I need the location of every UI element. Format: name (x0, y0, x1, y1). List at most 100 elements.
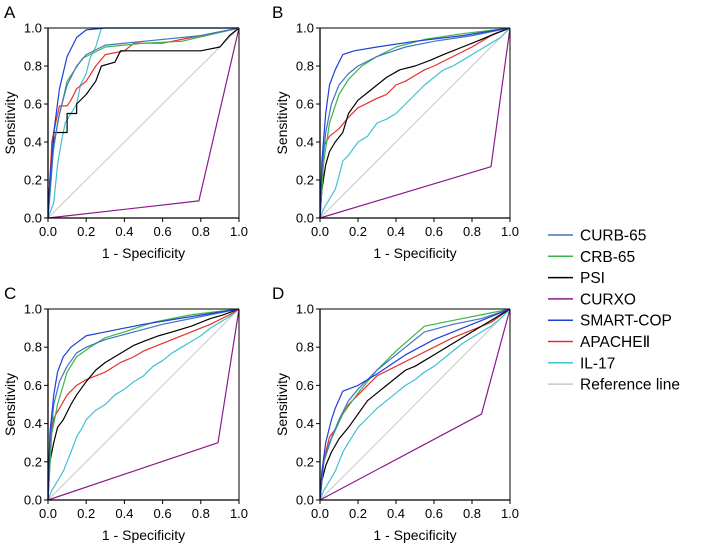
legend-item-smartcop: SMART-COP (548, 313, 672, 330)
x-tick-label: 0.4 (115, 224, 133, 239)
roc-curve-smartcop (47, 308, 240, 501)
roc-curve-curxo (319, 308, 511, 501)
roc-curve-il17 (319, 27, 511, 219)
x-tick-label: 1.0 (501, 506, 519, 521)
roc-curve-il17 (47, 308, 240, 501)
roc-curve-smartcop (47, 27, 239, 219)
roc-curve-il17 (319, 308, 511, 501)
y-tick-label: 0.0 (296, 211, 314, 226)
roc-panel-d: D 0.0 0.2 0.4 0.6 0.8 1.0 0.0 0.2 0.4 0.6 0.8 1.0 1 -… (272, 284, 519, 543)
roc-panel-b: B 0.0 0.2 0.4 0.6 0.8 1.0 0.0 0.2 0.4 0.6 0.8 1.0 1 -… (272, 3, 519, 261)
legend-item-curb65: CURB-65 (548, 228, 646, 245)
y-tick-label: 1.0 (24, 21, 42, 36)
x-tick-label: 0.4 (387, 506, 405, 521)
roc-panel-c: C 0.0 0.2 0.4 0.6 0.8 1.0 0.0 0.2 0.4 0.6 0.8 1.0 1 -… (2, 284, 248, 543)
x-axis-title: 1 - Specificity (373, 527, 456, 543)
roc-curve-smartcop (319, 27, 511, 219)
roc-curve-reference (47, 27, 240, 219)
legend-item-reference: Reference line (548, 377, 680, 394)
legend-label: SMART-COP (580, 313, 672, 330)
legend-item-curxo: CURXO (548, 291, 636, 308)
y-tick-label: 0.4 (296, 416, 314, 431)
roc-curve-psi (319, 27, 511, 219)
y-tick-label: 0.2 (296, 173, 314, 188)
roc-curve-apache (319, 308, 511, 501)
y-tick-label: 0.6 (296, 97, 314, 112)
legend-label: APACHEⅡ (580, 334, 650, 351)
panel-letter: D (272, 284, 284, 303)
legend-item-psi: PSI (548, 270, 605, 287)
x-tick-label: 0.8 (192, 224, 210, 239)
roc-panel-a: A 0.0 0.2 0.4 0.6 0.8 1.0 0.0 0.2 0.4 0.6 0.8 1.0 1 -… (2, 3, 248, 261)
x-tick-label: 0.0 (39, 224, 57, 239)
y-axis-title: Sensitivity (274, 91, 290, 154)
legend-label: PSI (580, 270, 605, 287)
x-tick-label: 0.0 (311, 224, 329, 239)
x-tick-label: 1.0 (501, 224, 519, 239)
y-tick-label: 0.4 (24, 416, 42, 431)
x-tick-label: 0.8 (463, 224, 481, 239)
x-tick-label: 0.8 (192, 506, 210, 521)
roc-curve-curxo (47, 27, 240, 219)
y-tick-label: 0.2 (24, 173, 42, 188)
roc-curve-crb65 (47, 308, 240, 501)
roc-curve-apache (319, 27, 511, 219)
x-tick-label: 0.2 (349, 224, 367, 239)
y-tick-label: 0.4 (24, 135, 42, 150)
panel-letter: A (4, 3, 16, 22)
roc-curve-curb65 (47, 308, 240, 501)
legend-label: CRB-65 (580, 249, 635, 266)
x-tick-label: 0.6 (425, 224, 443, 239)
roc-curve-reference (319, 308, 511, 501)
y-tick-label: 0.6 (24, 97, 42, 112)
legend-item-crb65: CRB-65 (548, 249, 635, 266)
x-tick-label: 0.6 (425, 506, 443, 521)
legend-label: IL-17 (580, 355, 615, 372)
panel-letter: B (272, 3, 283, 22)
y-axis-title: Sensitivity (274, 373, 290, 436)
y-tick-label: 0.2 (296, 454, 314, 469)
y-tick-label: 0.6 (296, 378, 314, 393)
y-tick-label: 0.0 (296, 493, 314, 508)
y-tick-label: 0.4 (296, 135, 314, 150)
roc-curve-reference (47, 308, 240, 501)
x-axis-title: 1 - Specificity (102, 245, 185, 261)
roc-curve-curxo (319, 27, 511, 219)
x-tick-label: 0.6 (154, 224, 172, 239)
y-tick-label: 0.8 (296, 59, 314, 74)
y-tick-label: 1.0 (24, 302, 42, 317)
roc-curve-reference (319, 27, 511, 219)
roc-curve-crb65 (319, 27, 511, 219)
y-axis-title: Sensitivity (2, 91, 18, 154)
x-axis-title: 1 - Specificity (102, 527, 185, 543)
legend-label: CURXO (580, 291, 636, 308)
roc-curve-curb65 (319, 27, 511, 219)
x-tick-label: 0.4 (115, 506, 133, 521)
x-tick-label: 0.2 (77, 224, 95, 239)
y-tick-label: 1.0 (296, 302, 314, 317)
x-tick-label: 1.0 (230, 506, 248, 521)
y-axis-title: Sensitivity (2, 373, 18, 436)
roc-curve-smartcop (319, 308, 511, 501)
legend: CURB-65 CRB-65 PSI CURXO SMART-COP APACHEⅡ IL-… (548, 228, 680, 394)
roc-curve-psi (319, 308, 511, 501)
y-tick-label: 0.2 (24, 454, 42, 469)
x-tick-label: 0.8 (463, 506, 481, 521)
x-tick-label: 0.4 (387, 224, 405, 239)
x-tick-label: 0.6 (154, 506, 172, 521)
x-tick-label: 0.2 (77, 506, 95, 521)
legend-item-apache: APACHEⅡ (548, 334, 650, 351)
y-tick-label: 0.0 (24, 211, 42, 226)
x-tick-label: 0.2 (349, 506, 367, 521)
y-tick-label: 0.0 (24, 493, 42, 508)
x-axis-title: 1 - Specificity (373, 245, 456, 261)
x-tick-label: 0.0 (311, 506, 329, 521)
y-tick-label: 0.8 (296, 340, 314, 355)
legend-item-il17: IL-17 (548, 355, 615, 372)
x-tick-label: 1.0 (230, 224, 248, 239)
panel-letter: C (4, 284, 16, 303)
roc-curve-curb65 (47, 27, 240, 219)
roc-curve-apache (47, 308, 240, 501)
y-tick-label: 0.6 (24, 378, 42, 393)
